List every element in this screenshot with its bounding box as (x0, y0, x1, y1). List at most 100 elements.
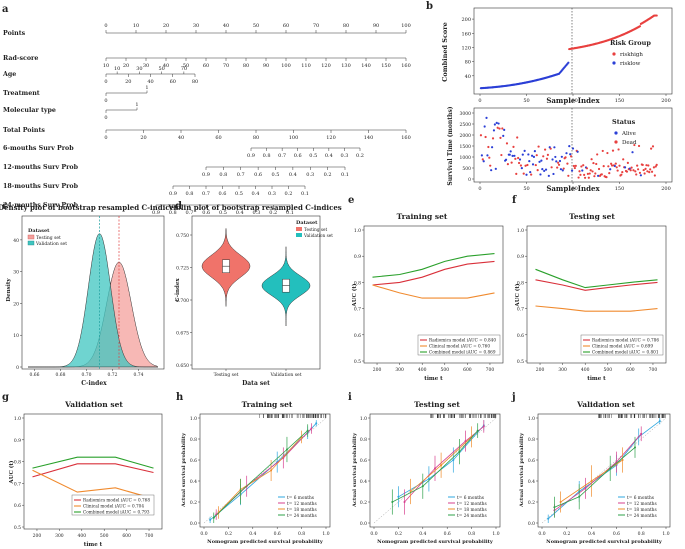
status-point (530, 154, 534, 157)
cal-ytick-label: 0.6 (528, 458, 535, 464)
cal-point (482, 425, 485, 428)
auc-ytick-label: 0.5 (354, 359, 361, 365)
risk-legend-low-marker (612, 61, 616, 65)
status-point (618, 164, 621, 167)
status-point (630, 166, 633, 169)
status-point (565, 152, 568, 155)
status-point (600, 173, 603, 176)
nomogram-tick-label: 0.8 (219, 172, 227, 178)
density-ytick-label: 30 (13, 270, 19, 276)
status-point (586, 172, 589, 175)
panel-letter-c: c (2, 201, 8, 212)
violin-ytick-label: 0.750 (176, 233, 189, 239)
cal-ytick-label: 0.4 (528, 479, 535, 485)
status-point (631, 151, 634, 154)
status-point (528, 159, 531, 163)
status-point (602, 165, 605, 168)
status-point (650, 170, 654, 173)
status-point (508, 153, 511, 156)
status-point (560, 155, 563, 158)
cal-series-line (392, 430, 479, 503)
cal-point (440, 464, 443, 467)
cal-xtick-label: 0.2 (225, 531, 232, 537)
risk-ytick-label: 120 (461, 45, 471, 51)
cal-point (476, 429, 479, 432)
risk-legend-high-marker (612, 52, 616, 56)
nomogram-tick-label: 100 (281, 63, 291, 69)
auc-frame (526, 225, 667, 364)
violin-panel: d Violin plot of bootstrap resampled C-i… (167, 201, 342, 387)
calibration-validation-panel: j Validation set 0.00.0 0.2 0.2 0.4 0.4 0.6 0.… (511, 392, 671, 545)
violin-xlabel: Data set (242, 380, 270, 387)
status-point (533, 149, 536, 153)
nomogram-tick-upper-label: 70 (181, 66, 187, 72)
cal-point (578, 495, 581, 498)
status-point (562, 167, 565, 170)
auc-ytick-label: 1.0 (354, 228, 361, 234)
status-point (491, 137, 495, 140)
status-point (544, 168, 548, 171)
status-point (566, 162, 569, 165)
status-point (594, 172, 597, 175)
auc-legend-label: Radiomics model iAUC = 0.786 (592, 338, 659, 343)
panel-letter-b: b (426, 1, 433, 12)
status-point (634, 170, 637, 173)
auc-xtick-label: 300 (558, 367, 567, 373)
cal-ytick-label: 0.6 (190, 458, 197, 464)
cal-xtick-label: 0.8 (638, 531, 645, 537)
cal-point (391, 501, 394, 503)
nomogram-tick-label: 0.3 (268, 191, 276, 197)
cal-xtick-label: 0.4 (588, 531, 595, 537)
density-ytick-label: 40 (13, 238, 19, 244)
status-point (623, 166, 627, 169)
status-point (625, 170, 629, 173)
status-point (511, 154, 514, 157)
status-point (492, 129, 496, 132)
nomogram-tick-label: 160 (401, 63, 411, 69)
cal-training-title: Training set (242, 400, 293, 409)
risk-xtick-label: 150 (615, 98, 625, 104)
cal-point (239, 490, 242, 493)
nomogram-tick-label: 0.9 (202, 172, 210, 178)
status-legend-alive: Alive (621, 131, 636, 137)
cal-ytick-label: 0.2 (360, 500, 367, 506)
status-point (613, 164, 616, 168)
density-title: Density plot of bootstrap resampled C-in… (0, 203, 178, 212)
nomogram-tick-upper-label: 10 (114, 66, 120, 72)
status-point (614, 162, 617, 165)
status-point (516, 136, 519, 139)
nomogram-tick-label: 90 (373, 23, 379, 29)
status-point (497, 122, 500, 125)
auc-ylabel: AUC (t) (8, 460, 15, 484)
cal-xtick-label: 0.4 (419, 531, 426, 537)
auc-ytick-label: 0.7 (354, 307, 361, 313)
status-point (494, 167, 497, 170)
status-point (572, 164, 576, 168)
risk-point (567, 61, 570, 64)
nomogram-row-label: 24-mouths Surv Prob (3, 202, 79, 209)
auc-ytick-label: 0.7 (517, 307, 524, 313)
cal-point (553, 506, 556, 509)
status-point (622, 158, 625, 161)
nomogram-tick-label: 120 (321, 63, 331, 69)
nomogram-tick-upper-label: 30 (136, 66, 142, 72)
cal-ytick-label: 1.0 (190, 416, 197, 422)
nomogram-tick-label: 110 (301, 63, 311, 69)
status-point (587, 176, 590, 179)
cal-point (547, 517, 550, 520)
status-point (501, 127, 504, 130)
calibration-training-panel: h Training set 0.00.0 0.2 0.2 0.4 0.4 0.6 0.6 0… (176, 392, 331, 545)
status-point (626, 161, 629, 164)
status-legend-alive-marker (614, 131, 618, 135)
nomogram-tick-label: 40 (163, 63, 169, 69)
status-legend-title: Status (612, 118, 636, 126)
status-point (519, 164, 523, 167)
status-ytick-label: 2000 (460, 133, 472, 139)
risk-xlabel: Sample Index (546, 96, 600, 105)
auc-legend-label: Combined model iAUC = 0.869 (429, 350, 496, 355)
status-point (557, 161, 560, 164)
nomogram-row-label: Rad-score (3, 55, 38, 62)
violin-legend-validation: Validation set (303, 233, 333, 238)
status-point (579, 173, 582, 176)
